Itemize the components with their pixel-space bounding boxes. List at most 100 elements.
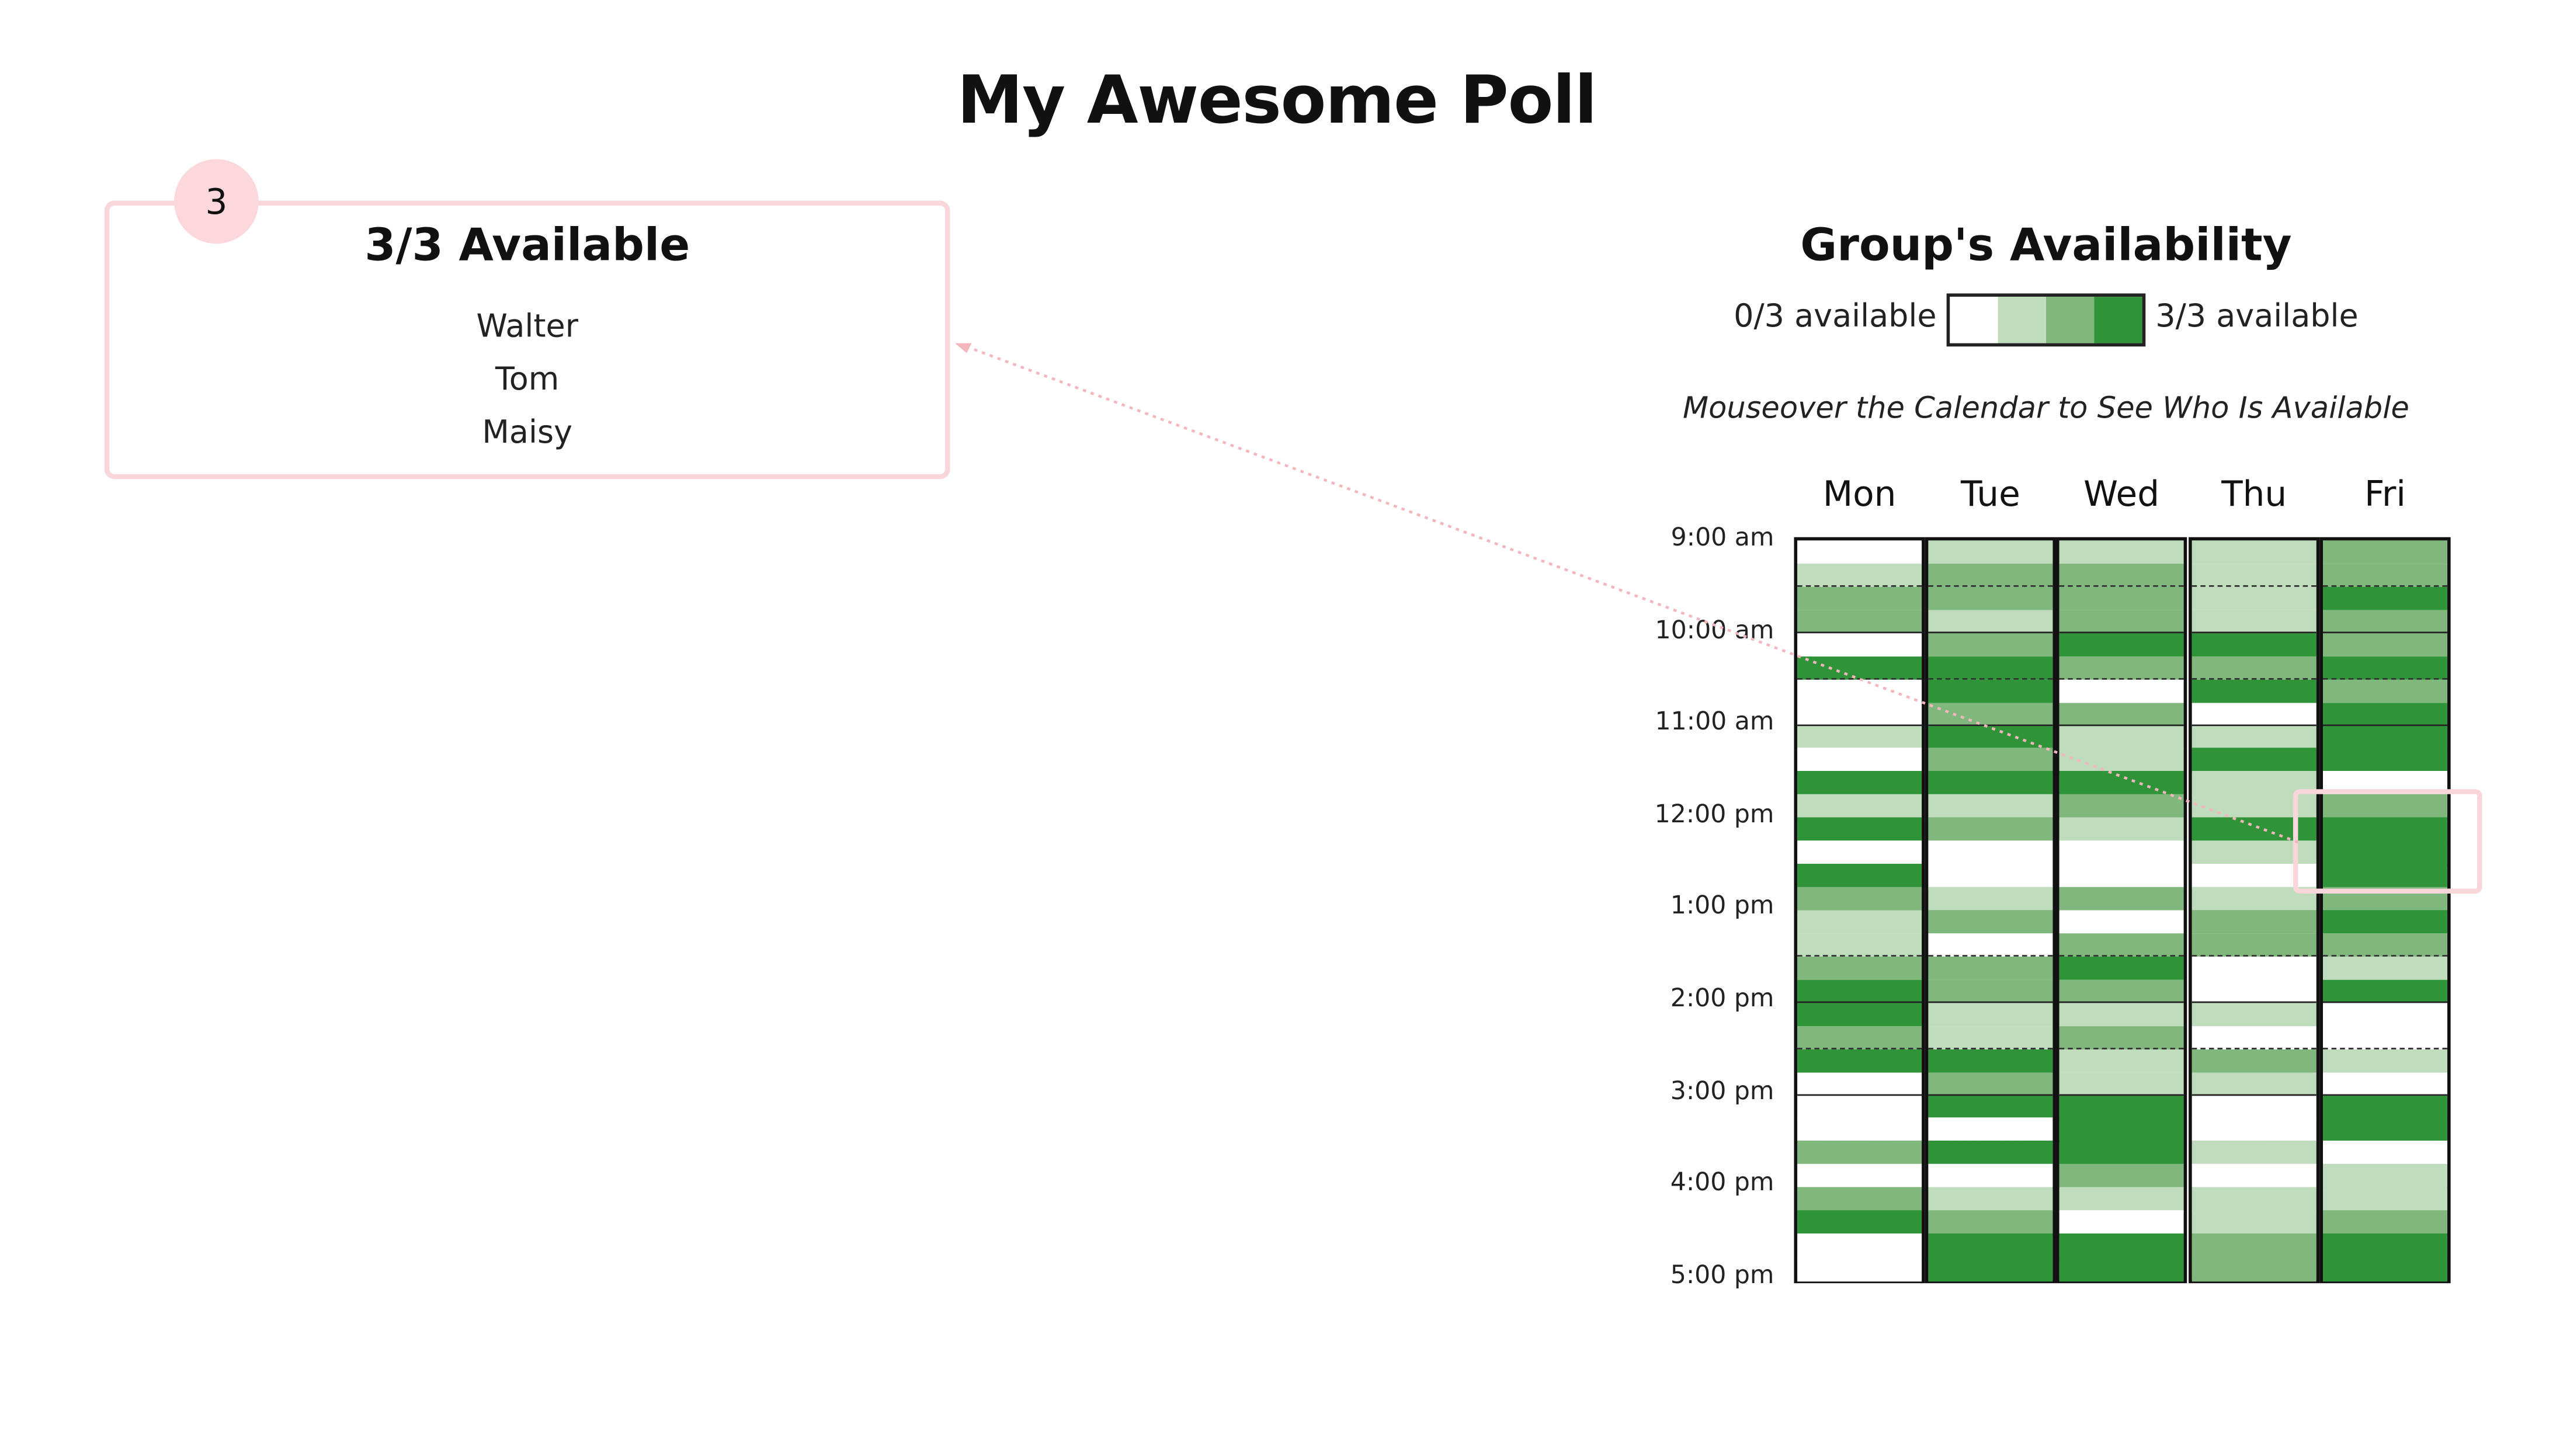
- time-slot-cell[interactable]: [1797, 748, 1922, 773]
- time-slot-cell[interactable]: [1797, 818, 1922, 842]
- time-slot-cell[interactable]: [2059, 818, 2184, 842]
- time-slot-cell[interactable]: [1928, 1210, 2053, 1235]
- time-slot-cell[interactable]: [2059, 1256, 2184, 1281]
- time-slot-cell[interactable]: [2059, 610, 2184, 634]
- time-slot-cell[interactable]: [1928, 910, 2053, 934]
- time-slot-cell[interactable]: [2323, 910, 2447, 934]
- time-slot-cell[interactable]: [2192, 610, 2317, 634]
- time-slot-cell[interactable]: [1928, 840, 2053, 865]
- time-slot-cell[interactable]: [2323, 702, 2447, 727]
- time-slot-cell[interactable]: [1797, 610, 1922, 634]
- time-slot-cell[interactable]: [2192, 979, 2317, 1004]
- day-column-mon[interactable]: [1794, 537, 1925, 1284]
- time-slot-cell[interactable]: [2192, 1072, 2317, 1096]
- time-slot-cell[interactable]: [2059, 1002, 2184, 1027]
- time-slot-cell[interactable]: [2192, 933, 2317, 957]
- time-slot-cell[interactable]: [2192, 1002, 2317, 1027]
- time-slot-cell[interactable]: [2192, 679, 2317, 703]
- time-slot-cell[interactable]: [2192, 748, 2317, 773]
- time-slot-cell[interactable]: [1797, 656, 1922, 680]
- time-slot-cell[interactable]: [1928, 887, 2053, 911]
- time-slot-cell[interactable]: [2323, 748, 2447, 773]
- time-slot-cell[interactable]: [1928, 679, 2053, 703]
- time-slot-cell[interactable]: [2059, 1072, 2184, 1096]
- time-slot-cell[interactable]: [1928, 563, 2053, 588]
- time-slot-cell[interactable]: [2059, 563, 2184, 588]
- time-slot-cell[interactable]: [2323, 725, 2447, 749]
- time-slot-cell[interactable]: [1797, 840, 1922, 865]
- time-slot-cell[interactable]: [2323, 979, 2447, 1004]
- time-slot-cell[interactable]: [2059, 1141, 2184, 1166]
- time-slot-cell[interactable]: [2323, 1118, 2447, 1142]
- time-slot-cell[interactable]: [2323, 1026, 2447, 1050]
- time-slot-cell[interactable]: [2059, 794, 2184, 819]
- time-slot-cell[interactable]: [1928, 933, 2053, 957]
- day-column-fri[interactable]: [2319, 537, 2451, 1284]
- time-slot-cell[interactable]: [2192, 1187, 2317, 1212]
- time-slot-cell[interactable]: [1797, 979, 1922, 1004]
- time-slot-cell[interactable]: [1928, 656, 2053, 680]
- time-slot-cell[interactable]: [2323, 1164, 2447, 1189]
- time-slot-cell[interactable]: [2059, 933, 2184, 957]
- time-slot-cell[interactable]: [2323, 1002, 2447, 1027]
- time-slot-cell[interactable]: [1928, 1002, 2053, 1027]
- time-slot-cell[interactable]: [2059, 748, 2184, 773]
- time-slot-cell[interactable]: [1928, 1256, 2053, 1281]
- time-slot-cell[interactable]: [1797, 864, 1922, 888]
- time-slot-cell[interactable]: [1797, 586, 1922, 611]
- time-slot-cell[interactable]: [2059, 956, 2184, 981]
- time-slot-cell[interactable]: [2323, 1072, 2447, 1096]
- time-slot-cell[interactable]: [2192, 540, 2317, 565]
- time-slot-cell[interactable]: [1928, 1233, 2053, 1258]
- time-slot-cell[interactable]: [1797, 1256, 1922, 1281]
- time-slot-cell[interactable]: [1797, 1026, 1922, 1050]
- time-slot-cell[interactable]: [2059, 1164, 2184, 1189]
- time-slot-cell[interactable]: [1928, 725, 2053, 749]
- time-slot-cell[interactable]: [2192, 1048, 2317, 1073]
- time-slot-cell[interactable]: [1797, 633, 1922, 657]
- time-slot-cell[interactable]: [2323, 610, 2447, 634]
- time-slot-cell[interactable]: [1928, 818, 2053, 842]
- time-slot-cell[interactable]: [2192, 1210, 2317, 1235]
- time-slot-cell[interactable]: [1797, 1141, 1922, 1166]
- time-slot-cell[interactable]: [1928, 633, 2053, 657]
- time-slot-cell[interactable]: [1797, 1233, 1922, 1258]
- time-slot-cell[interactable]: [2323, 540, 2447, 565]
- time-slot-cell[interactable]: [1928, 772, 2053, 796]
- time-slot-cell[interactable]: [2192, 1094, 2317, 1119]
- time-slot-cell[interactable]: [1797, 956, 1922, 981]
- time-slot-cell[interactable]: [1797, 1048, 1922, 1073]
- time-slot-cell[interactable]: [2323, 1094, 2447, 1119]
- time-slot-cell[interactable]: [2059, 1048, 2184, 1073]
- time-slot-cell[interactable]: [2323, 1048, 2447, 1073]
- time-slot-cell[interactable]: [2192, 1164, 2317, 1189]
- time-slot-cell[interactable]: [1797, 794, 1922, 819]
- time-slot-cell[interactable]: [2059, 1026, 2184, 1050]
- time-slot-cell[interactable]: [2323, 563, 2447, 588]
- time-slot-cell[interactable]: [1797, 679, 1922, 703]
- time-slot-cell[interactable]: [2192, 1233, 2317, 1258]
- time-slot-cell[interactable]: [2059, 725, 2184, 749]
- time-slot-cell[interactable]: [2059, 887, 2184, 911]
- time-slot-cell[interactable]: [2192, 563, 2317, 588]
- time-slot-cell[interactable]: [2323, 633, 2447, 657]
- time-slot-cell[interactable]: [1928, 1118, 2053, 1142]
- time-slot-cell[interactable]: [1928, 1048, 2053, 1073]
- time-slot-cell[interactable]: [2192, 633, 2317, 657]
- time-slot-cell[interactable]: [2323, 840, 2447, 865]
- time-slot-cell[interactable]: [2323, 1141, 2447, 1166]
- time-slot-cell[interactable]: [2192, 1026, 2317, 1050]
- time-slot-cell[interactable]: [2059, 633, 2184, 657]
- time-slot-cell[interactable]: [1928, 1094, 2053, 1119]
- time-slot-cell[interactable]: [2192, 1141, 2317, 1166]
- time-slot-cell[interactable]: [2323, 794, 2447, 819]
- time-slot-cell[interactable]: [2323, 679, 2447, 703]
- time-slot-cell[interactable]: [1928, 586, 2053, 611]
- time-slot-cell[interactable]: [2059, 1118, 2184, 1142]
- time-slot-cell[interactable]: [1928, 864, 2053, 888]
- time-slot-cell[interactable]: [1797, 887, 1922, 911]
- time-slot-cell[interactable]: [1928, 748, 2053, 773]
- time-slot-cell[interactable]: [1797, 1072, 1922, 1096]
- day-column-tue[interactable]: [1925, 537, 2056, 1284]
- time-slot-cell[interactable]: [2323, 956, 2447, 981]
